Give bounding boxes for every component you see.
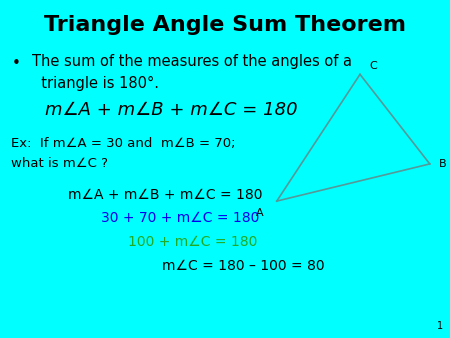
Text: Triangle Angle Sum Theorem: Triangle Angle Sum Theorem xyxy=(44,15,406,35)
Text: A: A xyxy=(256,208,263,218)
Text: The sum of the measures of the angles of a: The sum of the measures of the angles of… xyxy=(32,54,351,69)
Text: triangle is 180°.: triangle is 180°. xyxy=(32,76,158,91)
Text: Ex:  If m∠A = 30 and  m∠B = 70;: Ex: If m∠A = 30 and m∠B = 70; xyxy=(11,137,236,150)
Text: 30 + 70 + m∠C = 180: 30 + 70 + m∠C = 180 xyxy=(101,211,260,225)
Text: C: C xyxy=(369,61,377,71)
Text: m∠A + m∠B + m∠C = 180: m∠A + m∠B + m∠C = 180 xyxy=(45,101,297,119)
Text: B: B xyxy=(439,159,446,169)
Text: 100 + m∠C = 180: 100 + m∠C = 180 xyxy=(128,235,257,249)
Text: what is m∠C ?: what is m∠C ? xyxy=(11,157,108,170)
Text: •: • xyxy=(11,56,20,71)
Text: 1: 1 xyxy=(437,321,443,331)
Text: m∠A + m∠B + m∠C = 180: m∠A + m∠B + m∠C = 180 xyxy=(68,188,262,201)
Text: m∠C = 180 – 100 = 80: m∠C = 180 – 100 = 80 xyxy=(162,259,324,272)
